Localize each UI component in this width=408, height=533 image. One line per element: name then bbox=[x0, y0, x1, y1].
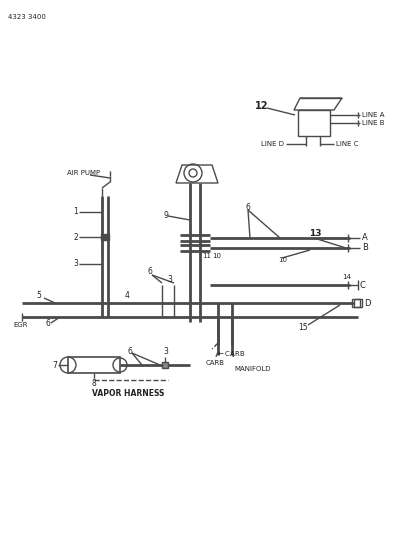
Text: 9: 9 bbox=[164, 211, 169, 220]
Text: 8: 8 bbox=[92, 378, 97, 387]
Text: 7: 7 bbox=[52, 360, 57, 369]
Text: D: D bbox=[364, 298, 370, 308]
Text: VAPOR HARNESS: VAPOR HARNESS bbox=[92, 389, 164, 398]
Text: 4: 4 bbox=[125, 292, 130, 301]
Text: A: A bbox=[362, 233, 368, 243]
Text: 5: 5 bbox=[36, 292, 41, 301]
Text: CARB: CARB bbox=[206, 360, 225, 366]
Text: 15: 15 bbox=[298, 322, 308, 332]
Text: 14: 14 bbox=[342, 274, 351, 280]
Text: MANIFOLD: MANIFOLD bbox=[234, 366, 271, 372]
Bar bbox=[101, 234, 109, 240]
Text: 3: 3 bbox=[73, 260, 78, 269]
Text: LINE A: LINE A bbox=[362, 112, 384, 118]
Bar bbox=[354, 299, 362, 307]
Text: 6: 6 bbox=[128, 346, 133, 356]
Text: 6: 6 bbox=[246, 203, 251, 212]
Text: C: C bbox=[360, 280, 366, 289]
Text: 3: 3 bbox=[167, 274, 172, 284]
Text: 3: 3 bbox=[163, 346, 168, 356]
Text: 10: 10 bbox=[278, 257, 287, 263]
Text: 12: 12 bbox=[255, 101, 268, 111]
Text: AIR PUMP: AIR PUMP bbox=[67, 170, 100, 176]
Text: 4323 3400: 4323 3400 bbox=[8, 14, 46, 20]
Text: $\leftarrow$CARB: $\leftarrow$CARB bbox=[216, 349, 245, 358]
Text: 11: 11 bbox=[202, 253, 211, 259]
Text: 1: 1 bbox=[73, 207, 78, 216]
Text: EGR: EGR bbox=[13, 322, 27, 328]
Text: 6: 6 bbox=[45, 319, 50, 328]
Bar bbox=[68, 357, 120, 373]
Text: 6: 6 bbox=[148, 268, 153, 277]
Bar bbox=[352, 299, 360, 307]
Text: LINE C: LINE C bbox=[336, 141, 359, 147]
Text: 13: 13 bbox=[309, 229, 322, 238]
Text: LINE B: LINE B bbox=[362, 120, 384, 126]
Bar bbox=[298, 110, 330, 136]
Text: 2: 2 bbox=[73, 232, 78, 241]
Text: LINE D: LINE D bbox=[261, 141, 284, 147]
Text: B: B bbox=[362, 244, 368, 253]
Text: 10: 10 bbox=[212, 253, 221, 259]
Bar bbox=[162, 362, 168, 368]
